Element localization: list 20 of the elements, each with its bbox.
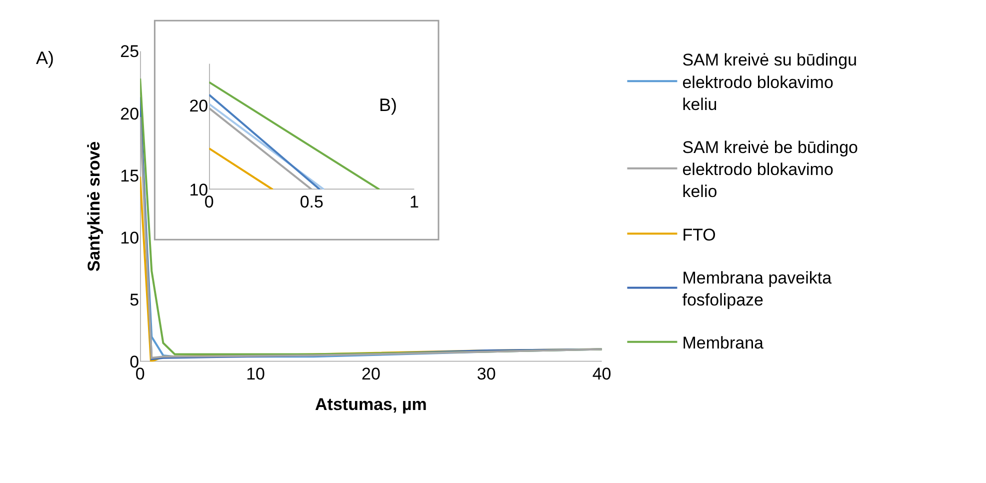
x-tick-label: 0.5: [300, 192, 324, 212]
y-tick-label: 15: [120, 166, 140, 186]
legend-label: SAM kreivė su būdingu elektrodo blokavimo keliu: [682, 50, 858, 114]
legend-label: Membrana paveikta fosfolipaze: [682, 268, 832, 310]
legend-label: Membrana: [682, 334, 764, 353]
x-tick-label: 20: [361, 364, 380, 384]
legend-label: FTO: [682, 225, 716, 244]
x-axis-title: Atstumas, µm: [315, 395, 427, 414]
x-tick-label: 10: [246, 364, 265, 384]
annotation: B): [379, 95, 397, 115]
y-tick-label: 20: [120, 104, 140, 124]
y-tick-label: 10: [120, 228, 140, 248]
x-tick-label: 40: [592, 364, 612, 384]
x-tick-label: 30: [476, 364, 496, 384]
y-tick-label: 25: [120, 42, 140, 62]
y-axis-title: Santykinė srovė: [84, 141, 104, 272]
legend-label: SAM kreivė be būdingo elektrodo blokavimo kelio: [682, 138, 858, 202]
y-tick-label: 5: [130, 290, 140, 310]
text: A): [36, 48, 54, 68]
x-tick-label: 1: [409, 192, 419, 212]
